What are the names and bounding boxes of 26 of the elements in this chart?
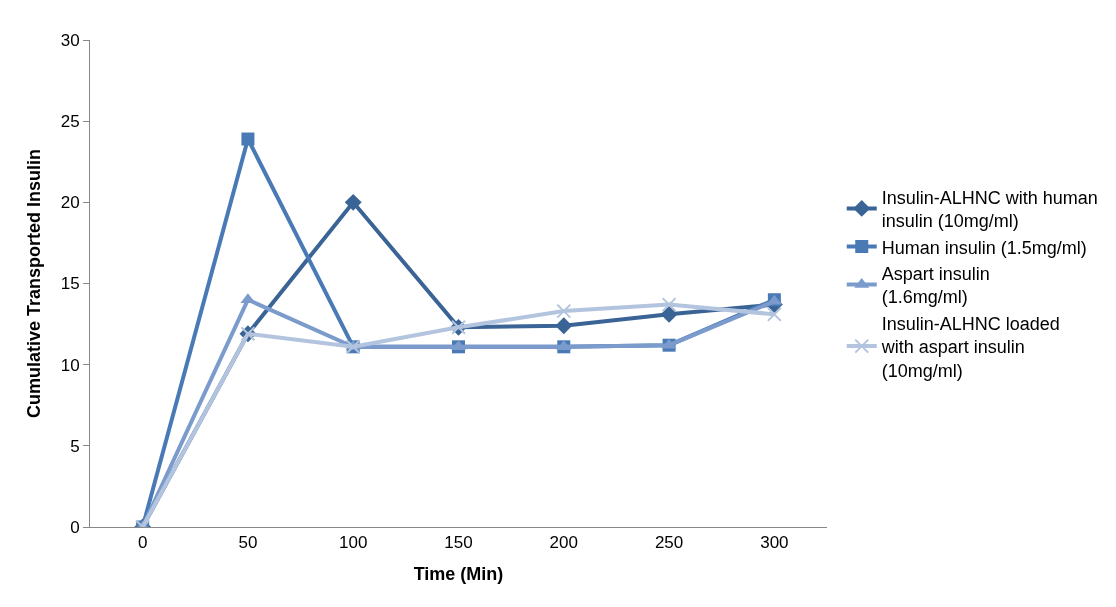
x-tick-label: 150 — [444, 533, 473, 553]
x-tick-label: 0 — [137, 533, 148, 553]
y-axis-title: Cumulative Transported Insulin — [23, 148, 44, 419]
x-tick-label: 250 — [654, 533, 684, 553]
point — [556, 303, 572, 319]
y-tick-label: 0 — [70, 517, 80, 537]
y-tick-label: 25 — [60, 112, 80, 132]
point — [344, 193, 362, 211]
point — [661, 297, 677, 313]
legend-label: Insulin-ALHNC with human insulin (10mg/ml) — [881, 187, 1098, 232]
point — [660, 305, 678, 323]
legend-label: Aspart insulin (1.6mg/ml) — [881, 263, 990, 308]
y-tick-label: 5 — [70, 436, 80, 456]
point — [766, 306, 782, 322]
point — [555, 317, 573, 335]
y-tick-label: 20 — [60, 193, 80, 213]
legend-label: Human insulin (1.5mg/ml) — [881, 237, 1087, 258]
x-tick-label: 50 — [238, 533, 258, 553]
y-tick-label: 10 — [60, 355, 80, 375]
x-axis-title: Time (Min) — [413, 563, 504, 584]
legend-label: Insulin-ALHNC loaded with aspart insulin (10mg/ml) — [880, 313, 1060, 381]
y-tick-label: 30 — [60, 30, 80, 50]
x-tick-label: 200 — [549, 533, 578, 553]
x-tick-label: 300 — [760, 533, 789, 553]
y-tick-label: 15 — [60, 274, 80, 294]
x-tick-label: 100 — [339, 533, 368, 553]
